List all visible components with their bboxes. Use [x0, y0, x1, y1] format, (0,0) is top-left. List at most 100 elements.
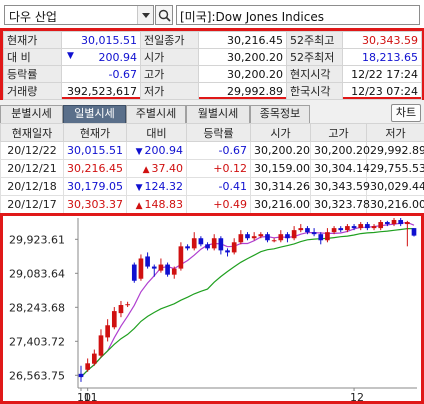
summary-value-text: 30,015.51	[81, 33, 137, 47]
tab-monthly[interactable]: 월별시세	[186, 105, 250, 123]
candle-body	[378, 222, 384, 229]
column-header[interactable]: 등락률	[186, 123, 251, 142]
x-tick-label: 11	[84, 391, 98, 401]
column-header[interactable]: 대비	[126, 123, 187, 142]
cell-close: 30,179.05	[63, 177, 127, 196]
change-value: 37.40	[151, 162, 184, 175]
table-row[interactable]: 20/12/18 30,179.05 ▼ 124.32 -0.41 30,314.26 30…	[0, 177, 424, 196]
candle-body	[138, 258, 144, 279]
summary-row: 대 비 ▼ 200.94 시가 30,200.20 52주최저 18,213.65	[3, 48, 422, 66]
tab-label: 분별시세	[11, 107, 52, 120]
cell-close: 30,216.45	[63, 159, 127, 178]
summary-value: ▼ 200.94	[61, 48, 141, 66]
table-row[interactable]: 20/12/21 30,216.45 ▲ 37.40 +0.12 30,159.00 30,…	[0, 159, 424, 178]
down-triangle-icon: ▼	[67, 51, 74, 61]
summary-value-text: 30,343.59	[362, 33, 418, 47]
chevron-down-icon[interactable]	[137, 6, 153, 24]
cell-change: ▼ 200.94	[126, 141, 187, 160]
summary-value: 12/22 17:24	[342, 65, 422, 83]
cell-open: 30,159.00	[250, 159, 311, 178]
candle-body	[165, 264, 170, 275]
cell-pct: +0.49	[186, 195, 251, 214]
candle-body	[98, 335, 104, 356]
cell-open: 30,314.26	[250, 177, 311, 196]
summary-value: 12/23 07:24	[342, 82, 422, 100]
tab-label: 월별시세	[197, 107, 239, 120]
summary-value: 29,992.89	[198, 82, 287, 100]
y-tick-label: 28,243.68	[9, 301, 65, 314]
summary-row: 현재가 30,015.51 전일종가 30,216.45 52주최고 30,343.59	[3, 31, 422, 49]
tab-stock-info[interactable]: 종목정보	[250, 105, 310, 123]
candlestick-chart[interactable]: 29,923.61 29,083.64 28,243.68 27,403.72 26,5…	[3, 216, 421, 401]
down-triangle-icon: ▼	[135, 183, 143, 193]
candle-body	[131, 264, 137, 281]
candle-body	[325, 232, 330, 241]
candlestick-chart-panel[interactable]: 29,923.61 29,083.64 28,243.68 27,403.72 26,5…	[0, 213, 424, 404]
summary-label: 현재가	[3, 31, 62, 49]
x-tick-label: 10	[77, 391, 91, 401]
summary-value-text: 30,200.20	[227, 67, 283, 81]
column-header[interactable]: 현재가	[63, 123, 127, 142]
summary-label: 52주최고	[286, 31, 343, 49]
cell-open: 30,216.00	[250, 195, 311, 214]
candle-body	[278, 234, 284, 241]
tab-daily[interactable]: 일별시세	[63, 105, 126, 123]
quote-summary-panel: 현재가 30,015.51 전일종가 30,216.45 52주최고 30,343.59 대…	[0, 28, 424, 100]
tab-label: 종목정보	[259, 107, 301, 120]
change-value: 124.32	[144, 180, 184, 193]
summary-value-text: 200.94	[98, 50, 138, 64]
cell-date: 20/12/22	[0, 141, 64, 160]
candle-body	[238, 234, 244, 243]
chart-button[interactable]: 차트	[391, 104, 421, 122]
column-header[interactable]: 현재일자	[0, 123, 64, 142]
candle-body	[298, 228, 304, 231]
table-row[interactable]: 20/12/17 30,303.37 ▲ 148.83 +0.49 30,216.00 30…	[0, 195, 424, 214]
cell-pct: -0.67	[186, 141, 251, 160]
summary-label: 등락률	[3, 65, 62, 83]
candle-body	[198, 238, 204, 245]
cell-open: 30,200.20	[250, 141, 311, 160]
cell-low: 29,755.53	[366, 159, 424, 178]
cell-low: 30,029.44	[366, 177, 424, 196]
cell-pct: -0.41	[186, 177, 251, 196]
cell-high: 30,343.59	[310, 177, 370, 196]
summary-value-text: 30,216.45	[227, 33, 283, 47]
column-header[interactable]: 고가	[310, 123, 367, 142]
cell-close: 30,015.51	[63, 141, 127, 160]
candle-body	[178, 246, 184, 269]
summary-row: 등락률 -0.67 고가 30,200.20 현지시각 12/22 17:24	[3, 65, 422, 83]
candle-body	[351, 226, 357, 229]
candle-body	[151, 266, 157, 269]
candle-body	[251, 236, 257, 239]
summary-value: 30,200.20	[198, 48, 287, 66]
search-button[interactable]	[155, 5, 173, 25]
cell-date: 20/12/18	[0, 177, 64, 196]
summary-value-text: 29,992.89	[227, 84, 283, 98]
up-triangle-icon: ▲	[142, 165, 150, 175]
summary-label: 52주최저	[286, 48, 343, 66]
candle-body	[218, 238, 224, 251]
table-row[interactable]: 20/12/22 30,015.51 ▼ 200.94 -0.67 30,200.20 30…	[0, 141, 424, 160]
summary-value-text: 12/22 17:24	[351, 67, 418, 81]
summary-label: 전일종가	[140, 31, 199, 49]
candle-body	[345, 226, 350, 231]
candle-body	[145, 256, 150, 267]
index-name-field: [미국]:Dow Jones Indices	[176, 5, 420, 25]
tab-bar: 분별시세 일별시세 주별시세 월별시세 종목정보 차트	[0, 103, 424, 123]
tab-minute[interactable]: 분별시세	[0, 105, 63, 123]
tab-weekly[interactable]: 주별시세	[126, 105, 186, 123]
candle-body	[398, 220, 404, 225]
cell-change: ▼ 124.32	[126, 177, 187, 196]
candle-body	[118, 305, 124, 314]
candle-body	[105, 325, 110, 338]
summary-label: 현지시각	[286, 65, 343, 83]
quote-summary-table: 현재가 30,015.51 전일종가 30,216.45 52주최고 30,343.59 대…	[3, 31, 422, 100]
candle-body	[111, 311, 117, 328]
column-header[interactable]: 시가	[250, 123, 311, 142]
index-select-value: 다우 산업	[9, 10, 57, 24]
index-select[interactable]: 다우 산업	[4, 5, 154, 25]
column-header[interactable]: 저가	[366, 123, 424, 142]
cell-low: 30,216.00	[366, 195, 424, 214]
down-triangle-icon: ▼	[135, 147, 143, 157]
summary-value-text: 392,523,617	[67, 84, 137, 98]
